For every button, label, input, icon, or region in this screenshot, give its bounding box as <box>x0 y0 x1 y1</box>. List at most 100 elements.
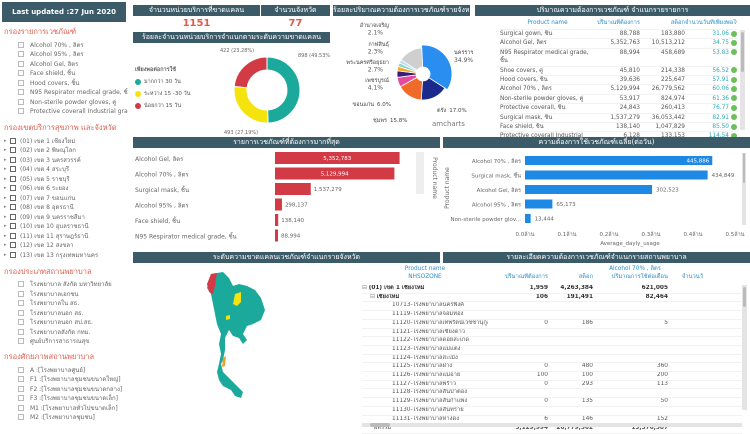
filter-item[interactable]: ▸ (09) เขต 9 นครราชสีมา <box>0 212 128 222</box>
expand-icon[interactable]: ▸ <box>4 137 7 144</box>
filter-item[interactable]: ▸ (03) เขต 3 นครสวรรค์ <box>0 155 128 165</box>
expand-icon[interactable]: ▸ <box>4 223 7 230</box>
bar[interactable] <box>525 199 553 209</box>
checkbox[interactable] <box>10 251 16 258</box>
donut-slice[interactable] <box>233 85 269 124</box>
expand-icon[interactable]: ▸ <box>4 251 7 258</box>
map-region-yellow[interactable] <box>233 292 241 306</box>
checkbox[interactable] <box>18 328 24 335</box>
checkbox[interactable] <box>18 281 24 288</box>
table-row[interactable]: 11126-โรงพยาบาลแม่อาย 100 100 200 <box>362 372 742 381</box>
checkbox[interactable] <box>18 79 24 86</box>
table-row[interactable]: Shoe covers, คู่ 45,810 214,338 56.52 <box>500 67 737 77</box>
table-row[interactable]: ⊟ เชียงใหม่ 106 191,491 82,464 <box>362 294 742 303</box>
filter-item[interactable]: ▸ (13) เขต 13 กรุงเทพมหานคร <box>0 250 128 260</box>
filter-item[interactable]: F2 :[โรงพยาบาลชุมชนขนาดกลาง] <box>0 384 128 394</box>
filter-item[interactable]: โรงพยาบาลเอกชน <box>0 289 128 299</box>
checkbox[interactable] <box>10 242 16 249</box>
expand-icon[interactable]: ▸ <box>4 185 7 192</box>
legend-item[interactable]: น้อยกว่า 15 วัน <box>135 100 190 112</box>
filter-item[interactable]: Non-sterile powder gloves, คู่ <box>0 97 128 107</box>
checkbox[interactable] <box>18 60 24 67</box>
expand-icon[interactable]: ▸ <box>4 242 7 249</box>
expand-icon[interactable]: ▸ <box>4 213 7 220</box>
province-pie-slice[interactable] <box>400 47 424 71</box>
bar[interactable] <box>275 152 400 164</box>
hospital-header-monthly[interactable]: ปริมาณการใช้ต่อเดือน <box>611 274 668 280</box>
donut-slice[interactable] <box>233 56 268 89</box>
checkbox[interactable] <box>18 51 24 58</box>
checkbox[interactable] <box>10 232 16 239</box>
collapse-icon[interactable]: ⊟ <box>362 285 369 291</box>
filter-item[interactable]: Protective coverall Industrial grade... <box>0 107 128 117</box>
table-row[interactable]: 11122-โรงพยาบาลดอยสะเก็ด <box>362 337 742 346</box>
checkbox[interactable] <box>18 70 24 77</box>
filter-item[interactable]: F3 :[โรงพยาบาลชุมชนขนาดเล็ก] <box>0 394 128 404</box>
table-row[interactable]: Surgical gown, ชิ้น 88,788 183,880 31.06 <box>500 30 737 40</box>
table-row[interactable]: Protective coverall, ชิ้น 24,843 260,413 76… <box>500 104 737 114</box>
table-row[interactable]: Face shield, ชิ้น 138,140 1,047,829 85.50 <box>500 123 737 133</box>
filter-item[interactable]: โรงพยาบาล สังกัด มหาวิทยาลัย <box>0 280 128 290</box>
legend-item[interactable]: มากกว่า 30 วัน <box>135 76 190 88</box>
filter-item[interactable]: ▸ (08) เขต 8 อุดรธานี <box>0 203 128 213</box>
hospital-header-stock[interactable]: สต็อก <box>578 274 593 280</box>
bar[interactable] <box>275 183 311 195</box>
filter-item[interactable]: Hood covers, ชิ้น <box>0 78 128 88</box>
bar[interactable] <box>275 198 282 211</box>
map-region-main[interactable] <box>207 272 265 398</box>
checkbox[interactable] <box>18 385 24 392</box>
checkbox[interactable] <box>18 98 24 105</box>
column-header[interactable]: จำนวนวันที่เพียงพอใช้ <box>685 20 737 27</box>
hospital-table-hscroll[interactable] <box>362 423 742 427</box>
table-row[interactable]: 11125-โรงพยาบาลฝาง 0 480 360 <box>362 363 742 373</box>
checkbox[interactable] <box>18 309 24 316</box>
map-region-red[interactable] <box>207 273 217 294</box>
checkbox[interactable] <box>18 89 24 96</box>
filter-item[interactable]: ▸ (01) เขต 1 เชียงใหม่ <box>0 136 128 146</box>
filter-item[interactable]: Alcohol 70% , ลิตร <box>0 40 128 50</box>
filter-item[interactable]: โรงพยาบาลสังกัด กทม. <box>0 327 128 337</box>
daily-usage-scrollbar[interactable] <box>742 153 746 225</box>
table-row[interactable]: 11129-โรงพยาบาลสันกำแพง 0 135 50 <box>362 398 742 407</box>
checkbox[interactable] <box>18 338 24 345</box>
table-row[interactable]: 11121-โรงพยาบาลเชียงดาว <box>362 329 742 338</box>
map-region-yellow-2[interactable] <box>226 315 230 320</box>
checkbox[interactable] <box>10 156 16 163</box>
checkbox[interactable] <box>18 319 24 326</box>
filter-item[interactable]: ▸ (07) เขต 7 ขอนแก่น <box>0 193 128 203</box>
hospital-header-product[interactable]: Product name <box>404 266 446 272</box>
checkbox[interactable] <box>10 175 16 182</box>
filter-item[interactable]: N95 Respirator medical grade, ชิ้น <box>0 88 128 98</box>
filter-item[interactable]: Face shield, ชิ้น <box>0 69 128 79</box>
checkbox[interactable] <box>18 404 24 411</box>
filter-item[interactable]: ▸ (10) เขต 10 อุบลราชธานี <box>0 222 128 232</box>
table-row[interactable]: Non-sterile powder gloves, คู่ 53,917 824,… <box>500 95 737 105</box>
table-row[interactable]: 11128-โรงพยาบาลสันป่าตอง <box>362 389 742 399</box>
table-row[interactable]: 11120-โรงพยาบาลเทพรัตน์เวชชานุกูล เฉลิมพ… <box>362 320 742 329</box>
province-pie-slice[interactable] <box>421 44 453 91</box>
checkbox[interactable] <box>10 194 16 201</box>
hospital-header-days[interactable]: จำนวนวั <box>681 274 703 280</box>
table-row[interactable]: N95 Respirator medical grade, ชิ้น 88,994… <box>500 49 737 67</box>
expand-icon[interactable]: ▸ <box>4 175 7 182</box>
checkbox[interactable] <box>10 166 16 173</box>
table-row[interactable]: Surgical mask, ชิ้น 1,537,279 36,053,442 82… <box>500 114 737 124</box>
filter-item[interactable]: ▸ (06) เขต 6 ระยอง <box>0 184 128 194</box>
donut-slice[interactable] <box>266 56 301 124</box>
expand-icon[interactable]: ▸ <box>4 147 7 154</box>
bar[interactable] <box>525 170 708 180</box>
table-row[interactable]: Alcohol Gel, ลิตร 5,352,763 10,513,212 34.7… <box>500 39 737 49</box>
filter-item[interactable]: M1 :[โรงพยาบาลทั่วไปขนาดเล็ก] <box>0 403 128 413</box>
table-row[interactable]: 11127-โรงพยาบาลพร้าว 0 293 113 <box>362 381 742 390</box>
expand-icon[interactable]: ▸ <box>4 166 7 173</box>
checkbox[interactable] <box>18 376 24 383</box>
filter-item[interactable]: ▸ (04) เขต 4 สระบุรี <box>0 165 128 175</box>
column-header[interactable]: Product name <box>527 20 568 27</box>
filter-item[interactable]: ▸ (02) เขต 2 พิษณุโลก <box>0 146 128 156</box>
column-header[interactable]: สต็อก <box>670 20 685 27</box>
bar[interactable] <box>525 156 713 165</box>
table-row[interactable]: 11130-โรงพยาบาลสันทราย <box>362 407 742 416</box>
table-row[interactable]: 11123-โรงพยาบาลแม่แตง <box>362 346 742 355</box>
collapse-icon[interactable]: ⊟ <box>370 293 377 300</box>
filter-item[interactable]: ▸ (05) เขต 5 ราชบุรี <box>0 174 128 184</box>
